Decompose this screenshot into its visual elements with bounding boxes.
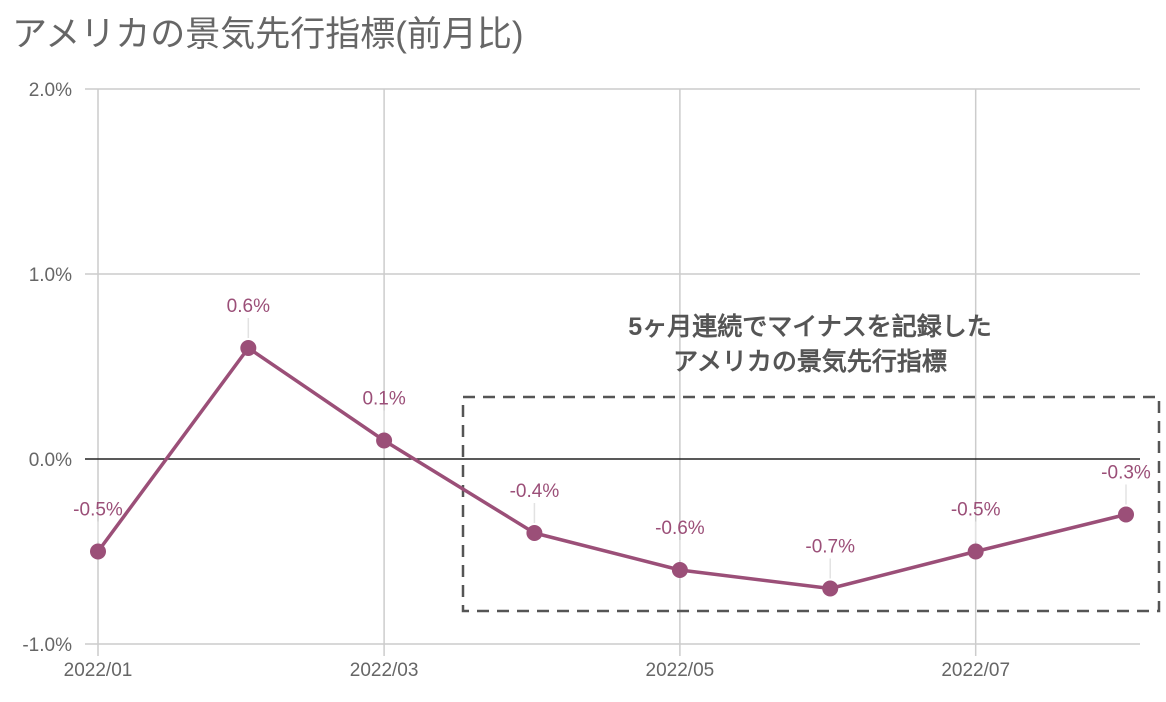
data-label: -0.6% [655, 518, 705, 539]
y-tick-label: -1.0% [22, 635, 72, 656]
y-tick-label: 0.0% [29, 450, 72, 471]
data-point [376, 432, 393, 449]
data-label: 0.6% [227, 296, 270, 317]
x-tick-label: 2022/03 [350, 660, 419, 681]
data-label: -0.5% [951, 500, 1001, 521]
y-tick-label: 1.0% [29, 265, 72, 286]
chart-title: アメリカの景気先行指標(前月比) [12, 15, 524, 54]
highlight-box [461, 395, 1161, 613]
data-point [526, 525, 543, 541]
data-label: -0.4% [510, 481, 560, 502]
annotation-line-1: 5ヶ月連続でマイナスを記録した [628, 312, 991, 341]
y-axis: 2.0% 1.0% 0.0% -1.0% [22, 80, 72, 656]
y-tick-label: 2.0% [29, 80, 72, 101]
data-point [822, 580, 839, 597]
data-label: -0.7% [805, 537, 855, 558]
data-point [90, 543, 106, 560]
data-label: -0.5% [73, 500, 123, 521]
x-tick-label: 2022/07 [941, 660, 1010, 681]
data-point [967, 543, 984, 560]
x-axis: 2022/01 2022/03 2022/05 2022/07 [64, 660, 1010, 681]
series: -0.5% 0.6% 0.1% -0.4% -0.6% -0.7% -0.5% -0.3% [73, 296, 1151, 597]
data-label: -0.3% [1101, 463, 1151, 484]
data-label: 0.1% [362, 389, 405, 410]
grid [85, 88, 1140, 656]
data-point [1118, 506, 1134, 523]
data-point [671, 562, 688, 578]
data-point [240, 340, 257, 356]
annotation: 5ヶ月連続でマイナスを記録した アメリカの景気先行指標 [461, 312, 1161, 613]
x-tick-label: 2022/05 [646, 660, 715, 681]
x-tick-label: 2022/01 [64, 660, 133, 681]
series-line [96, 346, 1127, 591]
annotation-line-2: アメリカの景気先行指標 [673, 347, 947, 376]
